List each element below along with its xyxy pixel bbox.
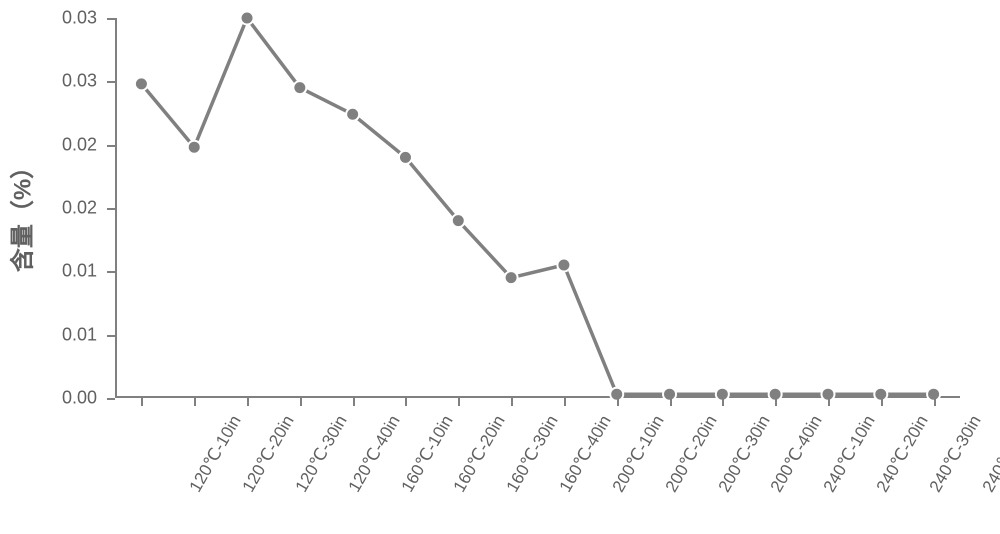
y-tick-label: 0.01 bbox=[0, 324, 97, 345]
series-marker bbox=[293, 81, 306, 94]
x-tick-mark bbox=[458, 398, 460, 406]
series-marker bbox=[188, 141, 201, 154]
x-tick-mark bbox=[405, 398, 407, 406]
y-tick-label: 0.01 bbox=[0, 261, 97, 282]
y-tick-label: 0.03 bbox=[0, 8, 97, 29]
x-tick-mark bbox=[617, 398, 619, 406]
y-tick-mark bbox=[107, 145, 115, 147]
y-tick-label: 0.02 bbox=[0, 198, 97, 219]
series-marker bbox=[452, 214, 465, 227]
y-tick-label: 0.03 bbox=[0, 71, 97, 92]
y-tick-label: 0.02 bbox=[0, 134, 97, 155]
y-tick-mark bbox=[107, 398, 115, 400]
x-tick-mark bbox=[828, 398, 830, 406]
x-tick-mark bbox=[881, 398, 883, 406]
x-tick-mark bbox=[722, 398, 724, 406]
series-marker bbox=[135, 77, 148, 90]
y-tick-mark bbox=[107, 18, 115, 20]
series-marker bbox=[557, 259, 570, 272]
series-marker bbox=[399, 151, 412, 164]
y-tick-mark bbox=[107, 208, 115, 210]
series-line bbox=[141, 18, 933, 394]
x-tick-mark bbox=[775, 398, 777, 406]
y-tick-label: 0.00 bbox=[0, 388, 97, 409]
x-tick-mark bbox=[564, 398, 566, 406]
series-marker bbox=[241, 12, 254, 25]
x-tick-mark bbox=[300, 398, 302, 406]
content-chart: 含量（%） 0.000.010.010.020.020.030.03120℃-1… bbox=[0, 0, 1000, 534]
x-tick-mark bbox=[670, 398, 672, 406]
x-tick-mark bbox=[934, 398, 936, 406]
x-tick-mark bbox=[247, 398, 249, 406]
x-tick-mark bbox=[194, 398, 196, 406]
series-marker bbox=[346, 108, 359, 121]
y-tick-mark bbox=[107, 81, 115, 83]
y-tick-mark bbox=[107, 271, 115, 273]
x-tick-mark bbox=[141, 398, 143, 406]
x-tick-mark bbox=[353, 398, 355, 406]
y-tick-mark bbox=[107, 335, 115, 337]
series-marker bbox=[505, 271, 518, 284]
x-tick-mark bbox=[511, 398, 513, 406]
